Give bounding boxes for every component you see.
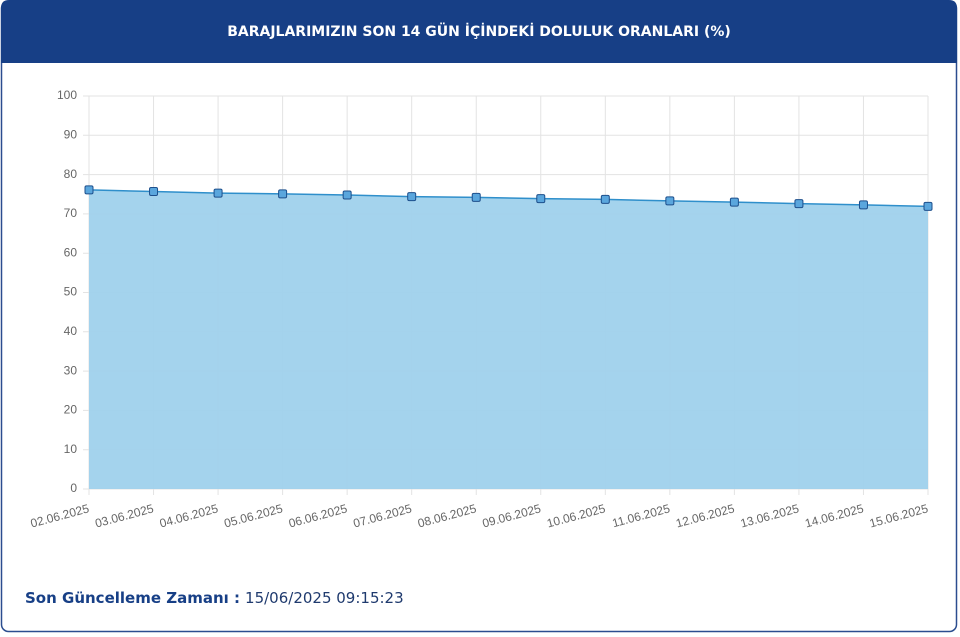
y-tick-label: 100 [57,88,77,102]
y-tick-label: 0 [70,481,77,495]
marker [213,188,223,198]
marker [729,197,739,207]
marker [471,192,481,202]
area [89,189,928,489]
y-tick-label: 20 [64,403,78,417]
header-bar [1,0,957,63]
y-tick-label: 50 [64,285,78,299]
y-tick-label: 10 [64,442,78,456]
marker [407,192,417,202]
update-label-text: Son Güncelleme Zamanı : [25,589,240,607]
marker [278,189,288,199]
update-label: Son Güncelleme Zamanı : 15/06/2025 09:15:… [25,589,404,607]
y-tick-label: 30 [64,363,78,377]
marker [536,194,546,204]
marker [858,200,868,210]
y-tick-label: 60 [64,245,78,259]
marker [600,194,610,204]
update-value: 15/06/2025 09:15:23 [245,589,404,607]
marker [84,185,94,195]
marker [149,186,159,196]
marker [794,199,804,209]
y-tick-label: 40 [64,324,78,338]
line [88,189,929,208]
y-tick-label: 90 [64,127,78,141]
marker [342,190,352,200]
y-tick-label: 70 [64,206,78,220]
y-tick-label: 80 [64,167,78,181]
marker [923,201,933,211]
chart-title: BARAJLARIMIZIN SON 14 GÜN İÇİNDEKİ DOLUL… [227,22,731,40]
marker [665,196,675,206]
